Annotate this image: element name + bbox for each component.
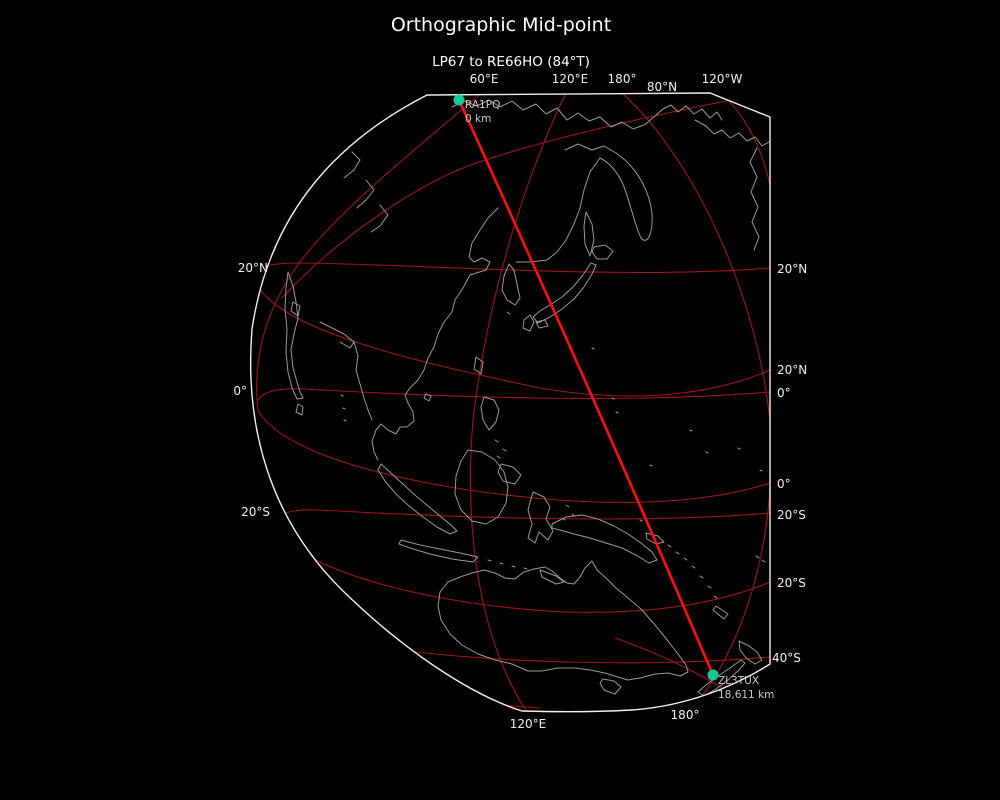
tick-label-left-0: 0° [233,384,247,398]
map-frame [249,92,771,713]
end-distance-label: 18,611 km [718,689,774,701]
map-content [254,93,771,712]
tick-label-bottom-120e: 120°E [510,717,547,731]
tick-label-top-120e: 120°E [552,72,589,86]
tick-label-right-20n-b: 20°N [777,363,807,377]
coastline-china-indochina [371,207,499,461]
coastline-okhotsk-kamchatka [515,143,653,263]
coastline-sumatra-java [377,463,565,585]
coastline-limb-islands [343,151,389,233]
tick-label-top-120w: 120°W [702,72,743,86]
coastline-korea [501,263,521,315]
tick-label-right-40s: 40°S [772,651,801,665]
tick-label-right-20s-a: 20°S [777,508,806,522]
tick-label-left-20s: 20°S [241,505,270,519]
coastline-india-burma [284,271,373,422]
graticule-parallel-60n [281,96,747,299]
graticule-meridian-120e [469,93,567,712]
tick-label-top-60e: 60°E [470,72,499,86]
tick-label-bottom-180: 180° [671,708,700,722]
page-title: Orthographic Mid-point [391,14,611,36]
coastline-borneo-sulawesi-philippines [454,396,576,544]
tick-label-top-180: 180° [608,72,637,86]
tick-label-left-20n: 20°N [238,261,268,275]
coastline-australia [437,560,689,695]
map-subtitle: LP67 to RE66HO (84°T) [432,54,590,70]
tick-label-right-0-a: 0° [777,386,791,400]
coastline-taiwan-hainan [423,356,484,402]
end-marker [707,669,719,681]
coastline-sakhalin [583,211,595,257]
graticule-parallel-0 [256,388,771,503]
start-marker [453,94,465,106]
coastline-bering-alaska [694,119,770,251]
tick-label-top-80n: 80°N [647,80,677,94]
graticule-meridian-120w [721,93,771,186]
tick-label-right-20n-a: 20°N [777,262,807,276]
great-circle-path [457,98,715,677]
end-callsign-label: ZL3TUX [718,675,759,687]
coastline-new-guinea-melanesia [551,514,766,620]
graticule-parallel-20n [254,262,771,397]
tick-label-right-20s-b: 20°S [777,576,806,590]
start-callsign-label: RA1PQ [465,99,500,111]
coastline-japan [522,244,614,332]
graticule-meridian-60e [256,94,480,401]
start-distance-label: 0 km [465,113,491,125]
coastline-arctic-siberia [451,99,723,130]
tick-label-right-0-b: 0° [777,477,791,491]
coastline-pacific-islets [591,347,763,522]
